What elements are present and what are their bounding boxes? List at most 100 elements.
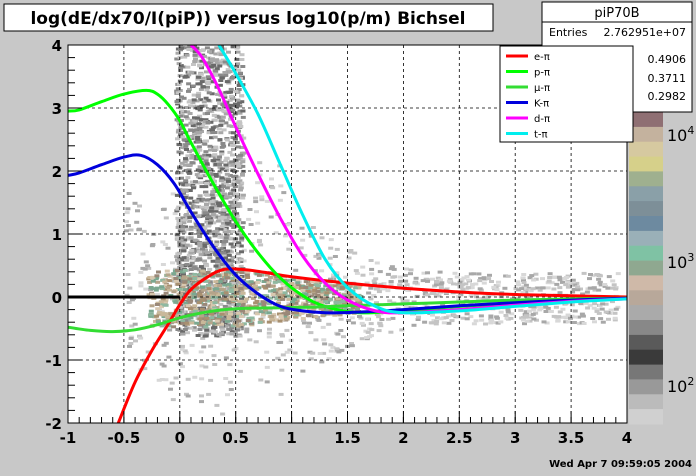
density-cell <box>179 190 185 193</box>
density-cell <box>328 343 334 347</box>
density-cell <box>386 317 392 321</box>
density-cell <box>221 251 227 255</box>
density-cell <box>446 314 452 318</box>
density-cell <box>275 356 281 360</box>
density-cell <box>364 281 370 285</box>
density-cell <box>171 290 177 294</box>
density-cell <box>259 198 265 202</box>
density-cell <box>199 80 205 84</box>
density-cell <box>188 268 194 271</box>
density-cell <box>156 320 161 324</box>
density-cell <box>271 313 277 317</box>
density-cell <box>257 161 263 165</box>
density-cell <box>226 258 232 262</box>
density-cell <box>183 301 189 305</box>
density-cell <box>155 280 161 284</box>
density-cell <box>207 252 213 256</box>
palette-label-1e4: 104 <box>667 124 694 145</box>
density-cell <box>198 229 204 233</box>
density-cell <box>132 201 138 205</box>
density-cell <box>228 140 234 144</box>
density-cell <box>206 61 212 65</box>
density-cell <box>255 181 261 185</box>
density-cell <box>195 131 201 135</box>
density-cell <box>519 287 525 291</box>
density-cell <box>173 277 179 280</box>
density-cell <box>253 301 259 305</box>
density-cell <box>199 166 205 169</box>
density-cell <box>175 87 181 91</box>
density-cell <box>223 256 228 260</box>
density-cell <box>191 93 197 97</box>
density-cell <box>231 147 236 151</box>
density-cell <box>441 321 447 325</box>
density-cell <box>229 124 235 128</box>
density-cell <box>223 73 229 77</box>
density-cell <box>221 253 227 257</box>
density-cell <box>282 314 288 318</box>
density-cell <box>183 351 189 355</box>
density-cell <box>199 185 205 189</box>
density-cell <box>197 328 203 331</box>
density-cell <box>217 155 222 159</box>
density-cell <box>220 288 226 292</box>
density-cell <box>234 65 240 68</box>
density-cell <box>228 284 234 288</box>
density-cell <box>127 344 132 348</box>
density-cell <box>229 276 235 280</box>
density-cell <box>519 316 525 320</box>
density-cell <box>261 280 267 283</box>
density-cell <box>182 160 188 164</box>
density-cell <box>180 330 186 333</box>
density-cell <box>523 283 529 287</box>
density-cell <box>216 127 222 131</box>
density-cell <box>515 280 521 284</box>
density-cell <box>199 400 204 404</box>
density-cell <box>160 287 165 291</box>
density-cell <box>184 262 190 266</box>
density-cell <box>198 174 204 178</box>
density-cell <box>290 300 295 304</box>
density-cell <box>473 282 479 286</box>
density-cell <box>189 343 195 347</box>
density-cell <box>194 286 200 290</box>
density-cell <box>235 260 241 264</box>
density-cell <box>265 280 271 284</box>
density-cell <box>234 214 240 218</box>
density-cell <box>191 265 197 269</box>
density-cell <box>183 123 189 127</box>
palette-band <box>629 275 663 291</box>
density-cell <box>576 322 582 326</box>
density-cell <box>239 296 244 300</box>
density-cell <box>292 296 297 299</box>
density-cell <box>277 198 283 202</box>
density-cell <box>163 287 169 291</box>
density-cell <box>215 256 221 260</box>
density-cell <box>411 323 417 327</box>
density-cell <box>183 225 188 229</box>
density-cell <box>232 138 238 142</box>
density-cell <box>579 312 585 316</box>
density-cell <box>228 87 234 91</box>
density-cell <box>174 299 180 303</box>
density-cell <box>288 240 294 244</box>
density-cell <box>602 283 608 286</box>
density-cell <box>179 236 185 240</box>
density-cell <box>226 273 232 277</box>
density-cell <box>186 163 192 167</box>
density-cell <box>241 136 247 140</box>
density-cell <box>154 314 160 318</box>
density-cell <box>199 205 205 209</box>
density-cell <box>169 381 175 385</box>
density-cell <box>217 101 223 105</box>
density-cell <box>277 319 283 323</box>
density-cell <box>326 287 332 291</box>
density-cell <box>244 280 250 284</box>
density-cell <box>186 201 192 205</box>
density-cell <box>191 306 197 310</box>
density-cell <box>214 242 220 246</box>
density-cell <box>174 57 180 61</box>
density-cell <box>178 264 184 268</box>
density-cell <box>202 104 208 108</box>
density-cell <box>333 309 339 313</box>
